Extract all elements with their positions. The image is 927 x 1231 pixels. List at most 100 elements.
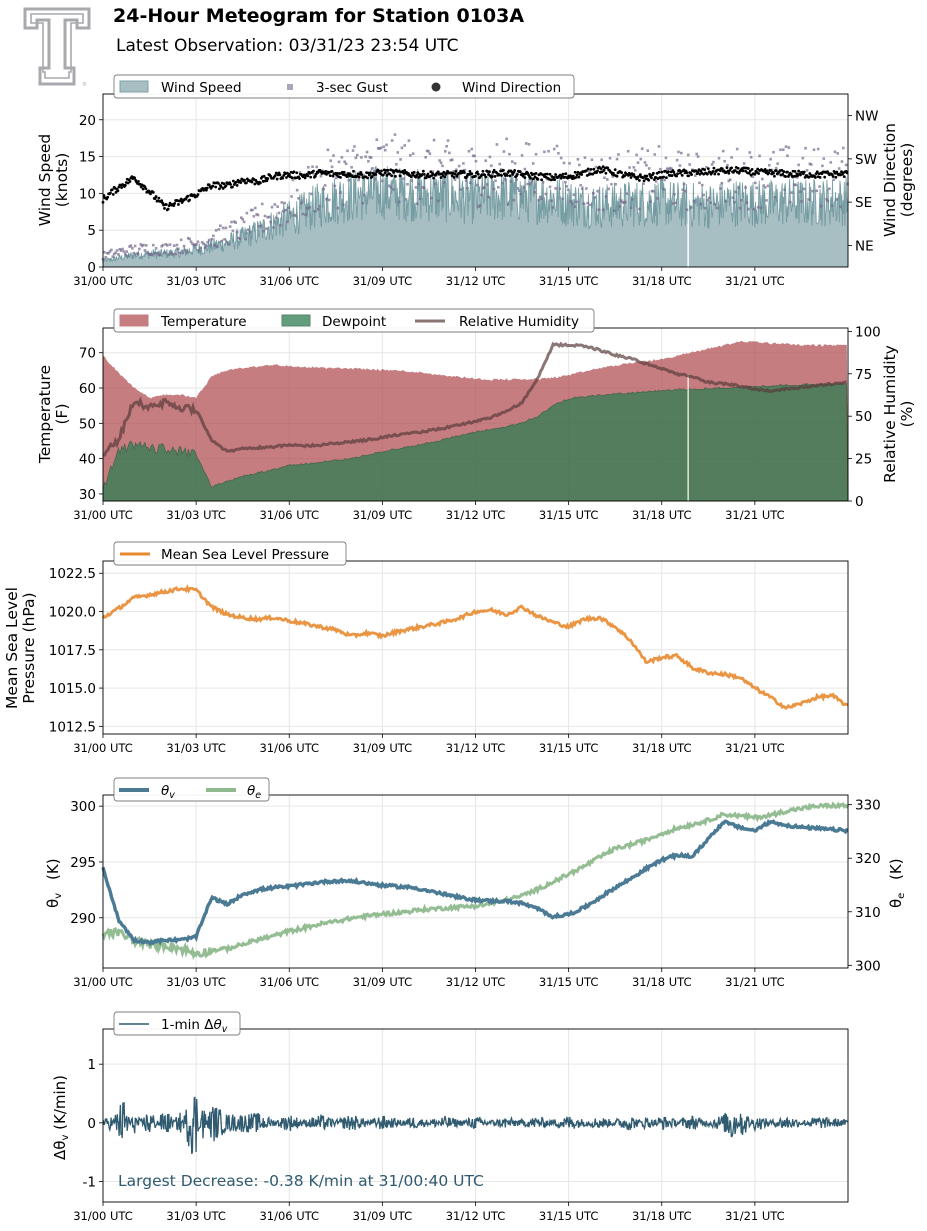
x-tick-label: 31/15 UTC bbox=[539, 274, 599, 288]
y-right-tick-label: SE bbox=[855, 195, 872, 211]
wind-direction-point bbox=[157, 196, 161, 200]
gust-point bbox=[125, 250, 129, 253]
gust-point bbox=[206, 240, 210, 244]
x-tick-label: 31/18 UTC bbox=[632, 741, 692, 755]
gust-point bbox=[235, 230, 239, 234]
wind-direction-point bbox=[111, 192, 115, 196]
wind-direction-point bbox=[680, 174, 684, 177]
gust-point bbox=[647, 167, 651, 170]
wind-direction-point bbox=[253, 182, 257, 186]
gust-point bbox=[614, 182, 617, 186]
y-tick-label: 30 bbox=[79, 487, 96, 503]
gust-point bbox=[269, 220, 272, 224]
gust-point bbox=[138, 247, 141, 251]
gust-point bbox=[231, 229, 235, 233]
gust-point bbox=[508, 152, 511, 156]
gust-point bbox=[452, 169, 455, 173]
wind-direction-point bbox=[160, 199, 164, 203]
gust-point bbox=[677, 150, 680, 154]
gust-point bbox=[800, 200, 803, 203]
wind-direction-point bbox=[575, 173, 579, 177]
y-tick-label: 20 bbox=[79, 113, 96, 129]
gust-point bbox=[821, 164, 824, 168]
gust-point bbox=[108, 250, 112, 253]
gust-point bbox=[674, 201, 678, 205]
wind-direction-point bbox=[553, 178, 557, 181]
wind-direction-point bbox=[606, 166, 610, 170]
wind-direction-point bbox=[512, 171, 516, 174]
gust-point bbox=[422, 186, 426, 190]
gust-point bbox=[844, 163, 848, 167]
gust-point bbox=[737, 186, 740, 189]
gust-point bbox=[186, 236, 190, 240]
gust-point bbox=[576, 157, 580, 161]
wind-direction-point bbox=[564, 172, 568, 176]
gust-point bbox=[181, 251, 184, 255]
x-tick-label: 31/09 UTC bbox=[353, 508, 413, 522]
wind-direction-point bbox=[505, 174, 509, 177]
wind-direction-point bbox=[370, 175, 374, 178]
wind-direction-point bbox=[411, 173, 415, 177]
gust-point bbox=[160, 245, 163, 248]
gust-point bbox=[552, 147, 556, 151]
y-right-tick-label: 330 bbox=[855, 798, 881, 814]
gust-point bbox=[600, 158, 603, 161]
gust-point bbox=[716, 206, 719, 210]
gust-point bbox=[329, 159, 332, 163]
wind-direction-point bbox=[712, 166, 716, 170]
gust-point bbox=[805, 169, 809, 172]
gust-point bbox=[582, 202, 585, 205]
dtheta-line bbox=[102, 1096, 849, 1155]
gust-point bbox=[350, 166, 353, 169]
gust-point bbox=[445, 144, 448, 148]
gust-point bbox=[341, 203, 345, 207]
gust-point bbox=[283, 201, 286, 205]
wind-direction-point bbox=[281, 176, 285, 180]
gust-point bbox=[307, 166, 310, 169]
wind-direction-point bbox=[235, 183, 239, 187]
gust-point bbox=[649, 200, 652, 203]
x-tick-label: 31/06 UTC bbox=[259, 508, 319, 522]
gust-point bbox=[209, 244, 212, 247]
gust-point bbox=[624, 200, 627, 204]
wind-chart: 31/00 UTC 31/03 UTC 31/06 UTC 31/09 UTC 31/1… bbox=[36, 74, 916, 288]
gust-point bbox=[374, 177, 377, 181]
wind-direction-point bbox=[615, 174, 619, 178]
gust-point bbox=[140, 244, 144, 248]
gust-point bbox=[277, 211, 281, 215]
gust-point bbox=[693, 174, 697, 177]
gust-point bbox=[312, 173, 316, 176]
gust-point bbox=[790, 191, 793, 194]
gust-point bbox=[554, 187, 557, 190]
gust-point bbox=[147, 253, 151, 256]
y-right-tick-label: 310 bbox=[855, 905, 881, 921]
y-right-axis-label: θe bbox=[887, 893, 907, 908]
gust-point bbox=[238, 237, 242, 240]
wind-direction-point bbox=[641, 176, 645, 179]
gust-point bbox=[355, 153, 359, 157]
gust-point bbox=[791, 176, 795, 179]
gust-point bbox=[136, 252, 140, 255]
gust-point bbox=[615, 157, 619, 161]
gust-point bbox=[424, 155, 427, 159]
x-tick-label: 31/03 UTC bbox=[166, 508, 226, 522]
wind-direction-point bbox=[765, 169, 769, 173]
wind-direction-point bbox=[728, 169, 732, 172]
wind-direction-point bbox=[767, 171, 771, 175]
wind-direction-point bbox=[120, 186, 124, 189]
gust-point bbox=[432, 138, 436, 142]
gust-point bbox=[449, 158, 453, 162]
x-tick-label: 31/12 UTC bbox=[446, 975, 506, 989]
x-tick-label: 31/06 UTC bbox=[259, 274, 319, 288]
gust-point bbox=[734, 190, 738, 194]
gust-point bbox=[343, 160, 346, 163]
gust-point bbox=[305, 206, 309, 210]
gust-point bbox=[446, 139, 450, 142]
gust-point bbox=[375, 138, 379, 141]
wind-direction-point bbox=[245, 181, 248, 185]
x-tick-label: 31/12 UTC bbox=[446, 274, 506, 288]
gust-point bbox=[104, 256, 108, 259]
wind-direction-point bbox=[744, 169, 747, 173]
wind-direction-point bbox=[186, 194, 190, 198]
wind-direction-point bbox=[412, 170, 416, 174]
